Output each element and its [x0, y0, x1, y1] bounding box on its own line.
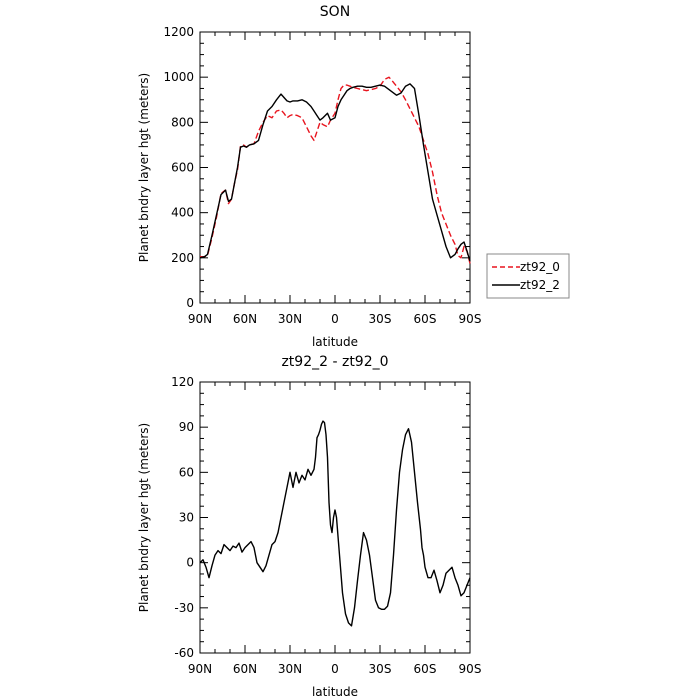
x-tick-label: 60N: [233, 662, 257, 676]
y-tick-label: 0: [186, 296, 194, 310]
y-tick-label: -60: [174, 646, 194, 660]
panel-bottom-difference: 90N 60N 30N 0 30S 60S 90S -60 -30 0 30 60 90 120 zt92_…: [137, 354, 481, 699]
panel-top-son: 90N 60N 30N 0 30S 60S 90S 0 200 400 600 800 1000 1200…: [137, 4, 481, 349]
x-axis-label: latitude: [312, 685, 358, 699]
x-axis-label: latitude: [312, 335, 358, 349]
x-tick-label: 0: [331, 312, 339, 326]
chart-title: SON: [320, 4, 350, 20]
x-tick-label: 90S: [459, 312, 482, 326]
y-axis-label: Planet bndry layer hgt (meters): [137, 73, 151, 263]
y-tick-label: 200: [171, 251, 194, 265]
y-tick-label: 800: [171, 115, 194, 129]
legend-label-zt92_2: zt92_2: [520, 278, 560, 292]
x-tick-label: 90S: [459, 662, 482, 676]
chart-title: zt92_2 - zt92_0: [281, 354, 388, 370]
y-tick-label: 400: [171, 206, 194, 220]
legend: zt92_0 zt92_2: [486, 253, 570, 299]
x-tick-label: 30S: [369, 312, 392, 326]
x-tick-label: 60S: [414, 662, 437, 676]
x-tick-label: 60S: [414, 312, 437, 326]
y-tick-label: 60: [179, 465, 194, 479]
y-tick-label: 600: [171, 161, 194, 175]
series-line-zt92_2: [199, 83, 471, 262]
x-tick-label: 90N: [188, 662, 212, 676]
y-tick-label: 30: [179, 511, 194, 525]
x-tick-label: 30S: [369, 662, 392, 676]
x-tick-label: 60N: [233, 312, 257, 326]
x-tick-label: 30N: [278, 312, 302, 326]
y-tick-label: 90: [179, 420, 194, 434]
y-tick-label: 1200: [163, 25, 194, 39]
x-tick-label: 0: [331, 662, 339, 676]
series-line-series-0: [199, 420, 471, 627]
legend-box: [486, 253, 570, 299]
y-axis-label: Planet bndry layer hgt (meters): [137, 423, 151, 613]
y-tick-label: -30: [174, 601, 194, 615]
y-tick-label: 1000: [163, 70, 194, 84]
legend-label-zt92_0: zt92_0: [520, 260, 560, 274]
x-tick-label: 30N: [278, 662, 302, 676]
x-tick-label: 90N: [188, 312, 212, 326]
y-tick-label: 120: [171, 375, 194, 389]
y-tick-label: 0: [186, 556, 194, 570]
